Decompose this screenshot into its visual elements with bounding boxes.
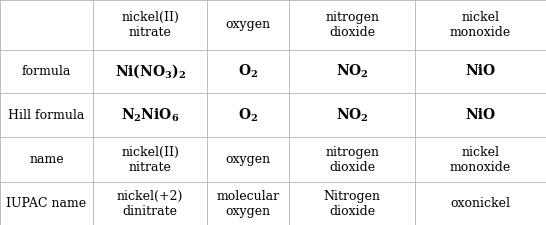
Text: nickel(+2)
dinitrate: nickel(+2) dinitrate <box>117 190 183 218</box>
Text: $\mathregular{O_2}$: $\mathregular{O_2}$ <box>239 107 258 124</box>
Text: nickel(II)
nitrate: nickel(II) nitrate <box>121 146 179 174</box>
Text: $\mathregular{Ni(NO_3)_2}$: $\mathregular{Ni(NO_3)_2}$ <box>115 63 186 80</box>
Text: nitrogen
dioxide: nitrogen dioxide <box>325 11 379 39</box>
Text: NiO: NiO <box>465 108 496 122</box>
Text: IUPAC name: IUPAC name <box>7 197 86 210</box>
Text: $\mathregular{NO_2}$: $\mathregular{NO_2}$ <box>336 63 369 80</box>
Text: oxonickel: oxonickel <box>450 197 511 210</box>
Text: name: name <box>29 153 64 166</box>
Text: $\mathregular{O_2}$: $\mathregular{O_2}$ <box>239 63 258 80</box>
Text: nickel
monoxide: nickel monoxide <box>450 11 511 39</box>
Text: Hill formula: Hill formula <box>8 109 85 122</box>
Text: molecular
oxygen: molecular oxygen <box>217 190 280 218</box>
Text: nickel(II)
nitrate: nickel(II) nitrate <box>121 11 179 39</box>
Text: $\mathregular{NO_2}$: $\mathregular{NO_2}$ <box>336 107 369 124</box>
Text: Nitrogen
dioxide: Nitrogen dioxide <box>324 190 381 218</box>
Text: formula: formula <box>22 65 71 78</box>
Text: nickel
monoxide: nickel monoxide <box>450 146 511 174</box>
Text: $\mathregular{N_2NiO_6}$: $\mathregular{N_2NiO_6}$ <box>121 107 180 124</box>
Text: oxygen: oxygen <box>226 153 271 166</box>
Text: NiO: NiO <box>465 64 496 79</box>
Text: nitrogen
dioxide: nitrogen dioxide <box>325 146 379 174</box>
Text: oxygen: oxygen <box>226 18 271 31</box>
